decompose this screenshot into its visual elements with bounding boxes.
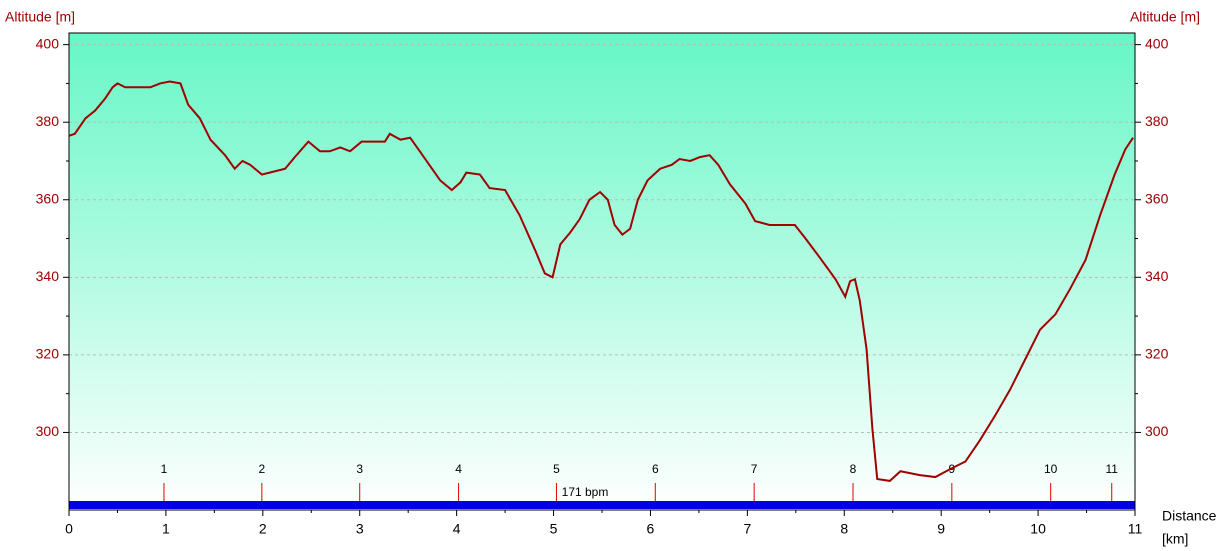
lap-label: 1 — [161, 462, 168, 476]
x-tick-label: 2 — [259, 521, 267, 537]
plot-background — [69, 33, 1135, 510]
x-tick-label: 1 — [162, 521, 170, 537]
x-tick-label: 7 — [743, 521, 751, 537]
x-tick-label: 5 — [550, 521, 558, 537]
lap-label: 8 — [850, 462, 857, 476]
elevation-line — [68, 80, 1134, 482]
y2-tick-label: 380 — [1145, 113, 1169, 129]
plot-frame — [68, 32, 1136, 511]
x-tick-label: 6 — [647, 521, 655, 537]
x-tick-label: 11 — [1128, 521, 1143, 537]
y2-tick-label: 360 — [1145, 190, 1169, 206]
lap-label: 7 — [751, 462, 758, 476]
x-tick-label: 9 — [937, 521, 945, 537]
lap-label: 10 — [1044, 462, 1058, 476]
x-tick-label: 10 — [1030, 521, 1046, 537]
lap-label: 11 — [1106, 462, 1119, 476]
lap-label: 3 — [356, 462, 363, 476]
y2-tick-label: 300 — [1145, 423, 1169, 439]
y2-tick-label: 320 — [1145, 346, 1169, 362]
y-tick-label: 300 — [36, 423, 60, 439]
y-tick-label: 320 — [36, 346, 60, 362]
x-tick-label: 0 — [65, 521, 73, 537]
x-tick-label: 8 — [840, 521, 848, 537]
heart-rate-band — [69, 501, 1135, 509]
x-tick-label: 3 — [356, 521, 364, 537]
y-tick-label: 360 — [36, 190, 60, 206]
y-tick-label: 380 — [36, 113, 60, 129]
y2-tick-label: 400 — [1145, 35, 1169, 51]
x-tick-label: 4 — [453, 521, 461, 537]
lap-label: 4 — [455, 462, 462, 476]
lap-label: 6 — [652, 462, 659, 476]
y2-tick-label: 340 — [1145, 268, 1169, 284]
heart-rate-label: 171 bpm — [562, 485, 609, 499]
x-axis-label: [km] — [1162, 531, 1188, 547]
y-tick-label: 400 — [36, 35, 60, 51]
lap-label: 5 — [553, 462, 560, 476]
y-tick-label: 340 — [36, 268, 60, 284]
y-axis-label: Altitude [m] — [5, 9, 75, 25]
x-axis-label: Distance — [1162, 508, 1217, 524]
y2-axis-label: Altitude [m] — [1130, 9, 1200, 25]
lap-label: 2 — [259, 462, 266, 476]
